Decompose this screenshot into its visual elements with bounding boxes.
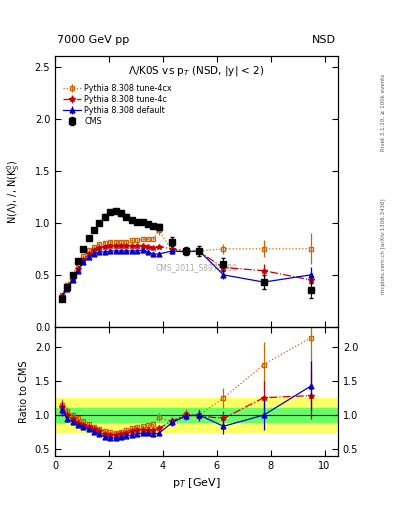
Text: 7000 GeV pp: 7000 GeV pp (57, 35, 129, 45)
Y-axis label: Ratio to CMS: Ratio to CMS (19, 360, 29, 422)
Bar (55, 398, 338, 432)
Bar (55, 408, 338, 422)
Text: CMS_2011_S8978280: CMS_2011_S8978280 (156, 263, 237, 272)
Text: mcplots.cern.ch [arXiv:1306.3436]: mcplots.cern.ch [arXiv:1306.3436] (381, 198, 386, 293)
X-axis label: p$_{T}$ [GeV]: p$_{T}$ [GeV] (172, 476, 221, 490)
Y-axis label: N($\Lambda$), /, N(K$^{0}_{S}$): N($\Lambda$), /, N(K$^{0}_{S}$) (6, 159, 22, 224)
Text: Rivet 3.1.10, ≥ 100k events: Rivet 3.1.10, ≥ 100k events (381, 74, 386, 151)
Legend: Pythia 8.308 tune-4cx, Pythia 8.308 tune-4c, Pythia 8.308 default, CMS: Pythia 8.308 tune-4cx, Pythia 8.308 tune… (62, 82, 174, 127)
Text: $\Lambda$/K0S vs p$_{T}$ (NSD, |y| < 2): $\Lambda$/K0S vs p$_{T}$ (NSD, |y| < 2) (128, 65, 265, 78)
Text: NSD: NSD (312, 35, 336, 45)
